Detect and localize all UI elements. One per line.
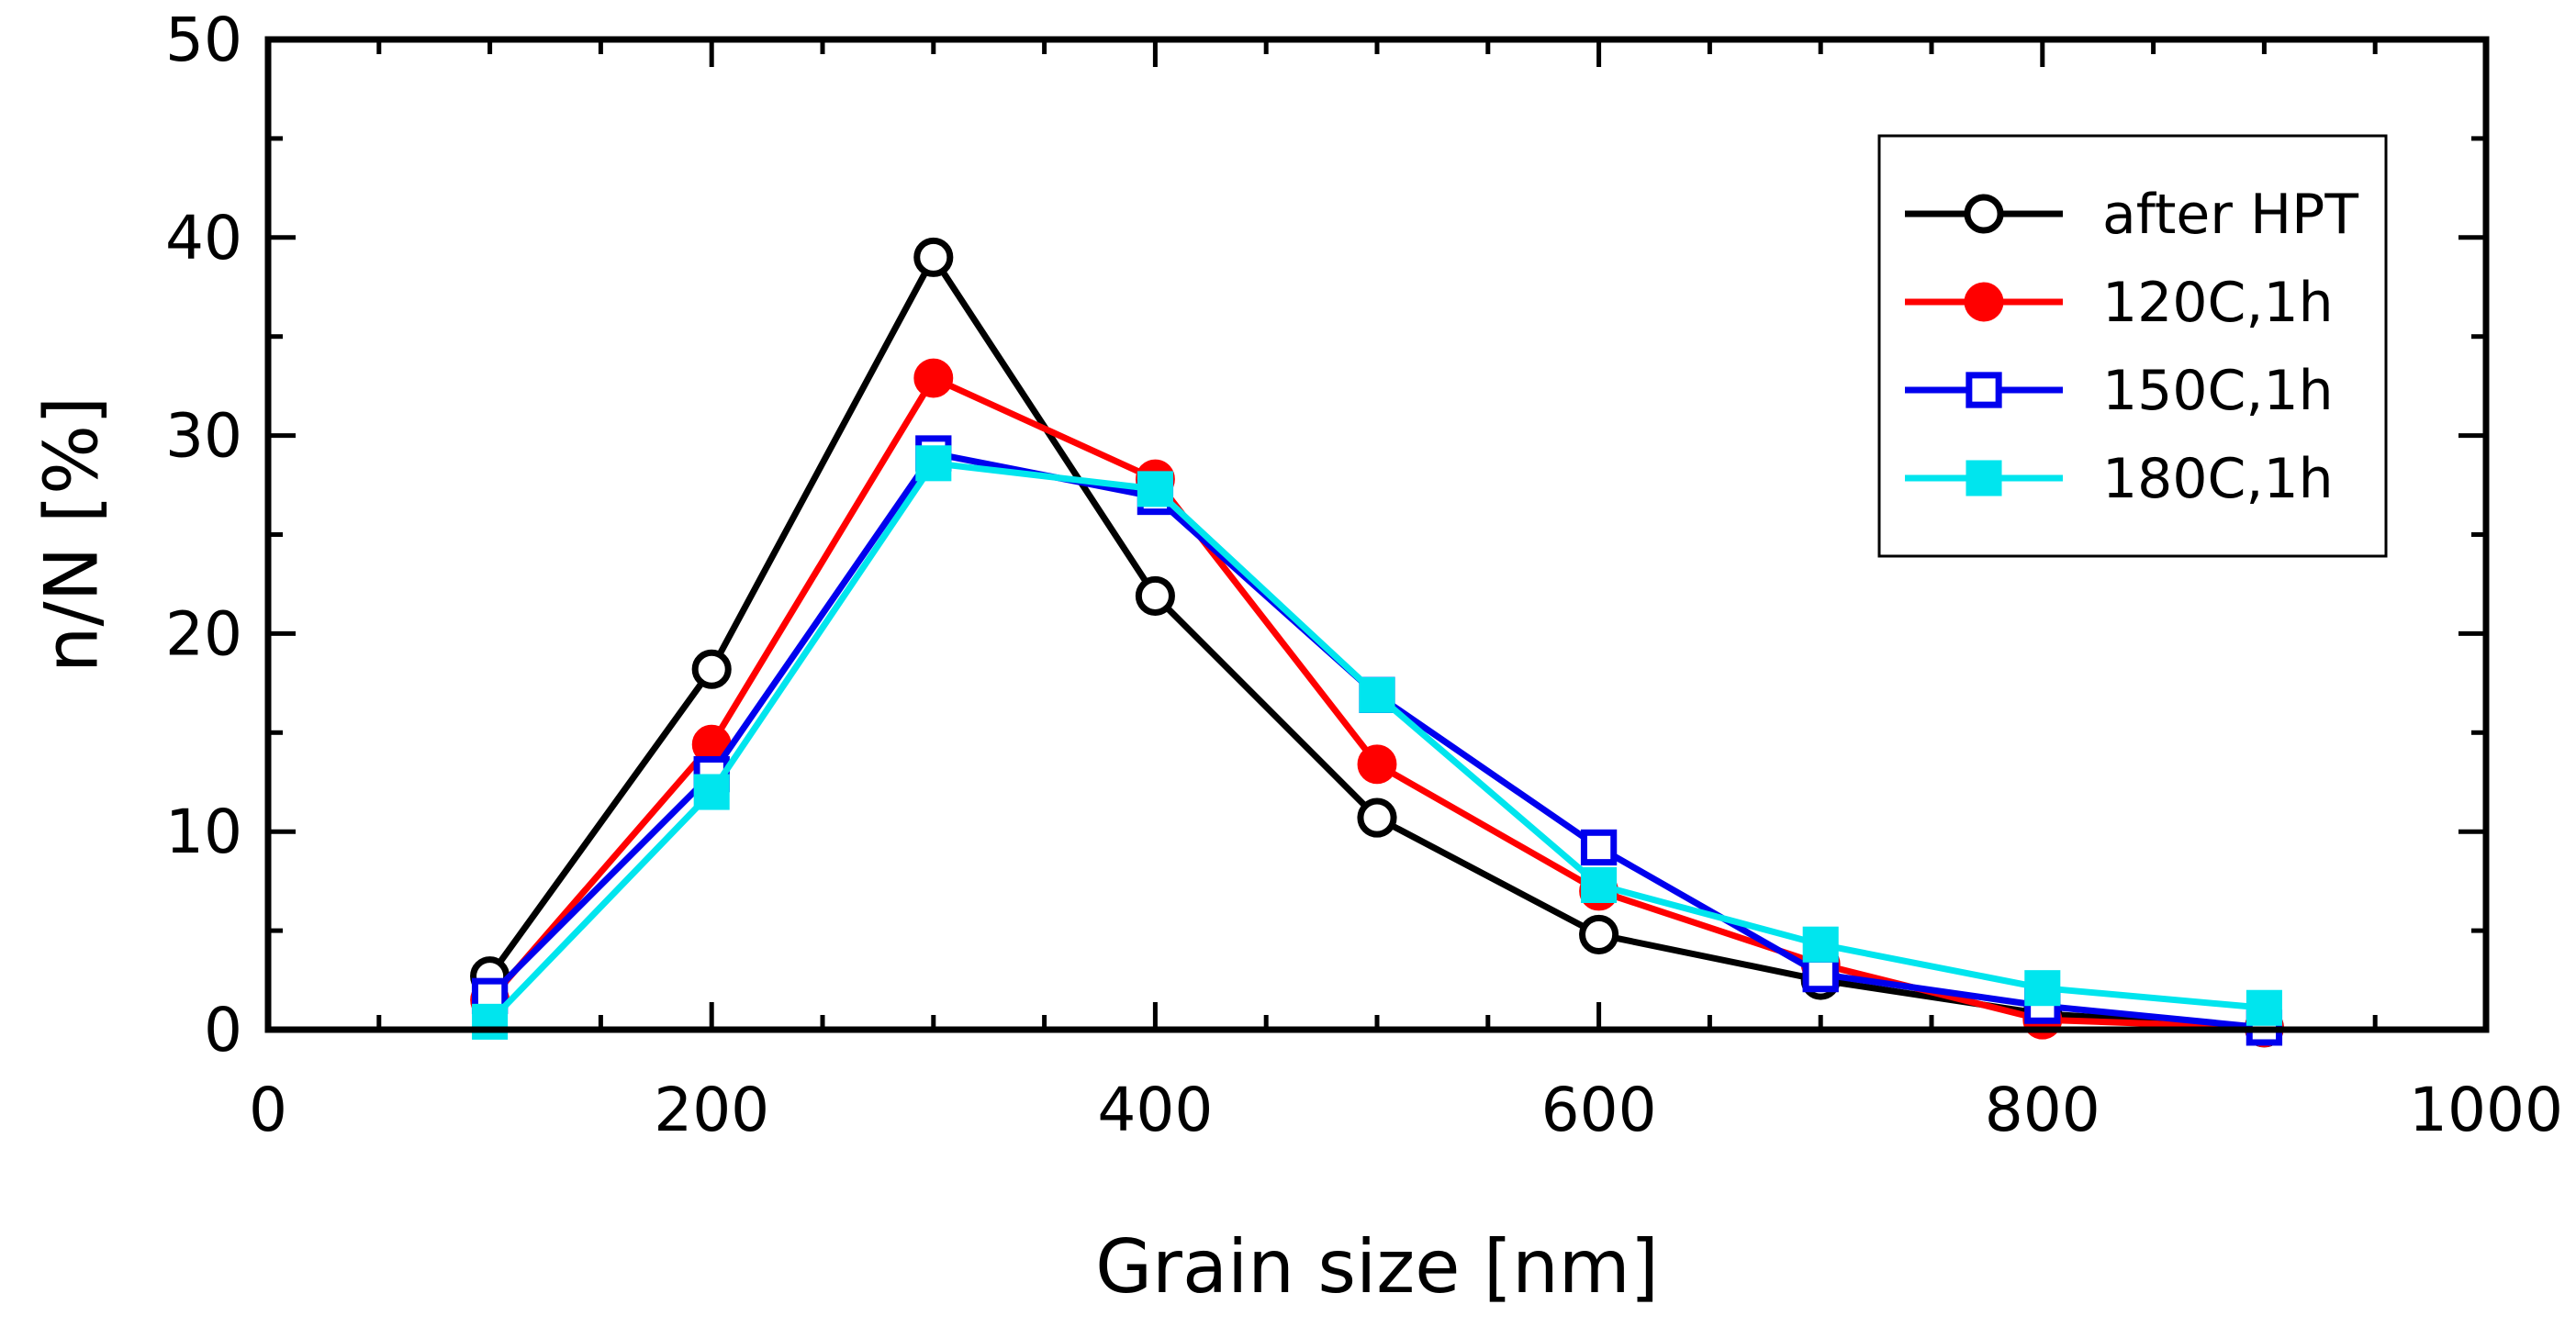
data-point-150c-1h: [1580, 829, 1618, 866]
legend-marker-after-hpt: [1964, 194, 2004, 234]
data-point-180c-1h: [1802, 926, 1839, 963]
x-tick-label: 600: [1541, 1075, 1657, 1145]
legend-label-150c-1h: 150C,1h: [2102, 359, 2334, 423]
data-point-after-hpt: [913, 237, 954, 277]
series-180c-1h: [472, 445, 2282, 1040]
data-point-180c-1h: [2246, 989, 2282, 1026]
y-tick-label: 0: [204, 995, 242, 1065]
data-point-180c-1h: [1137, 471, 1173, 507]
x-tick-label: 800: [1985, 1075, 2100, 1145]
x-tick-label: 1000: [2409, 1075, 2563, 1145]
legend-label-120c-1h: 120C,1h: [2102, 271, 2334, 335]
data-point-180c-1h: [1581, 866, 1618, 903]
y-axis-title: n/N [%]: [29, 396, 115, 673]
labels-layer: Grain size [nm] n/N [%] 0 200 400 600 800 100…: [29, 5, 2563, 1310]
y-tick-label: 10: [165, 797, 242, 867]
legend-box: [1877, 134, 2388, 558]
y-tick-label: 50: [165, 5, 242, 75]
data-point-120c-1h: [913, 358, 954, 398]
y-tick-label: 20: [165, 598, 242, 669]
legend-marker-120c-1h: [1964, 282, 2004, 322]
data-point-after-hpt: [691, 649, 732, 689]
data-point-180c-1h: [472, 1003, 509, 1040]
data-point-after-hpt: [1357, 797, 1397, 838]
data-point-180c-1h: [2024, 970, 2061, 1007]
y-tick-label: 30: [165, 401, 242, 472]
frame-layer: [264, 36, 2490, 1033]
data-point-after-hpt: [1579, 914, 1619, 954]
legend: after HPT 120C,1h 150C,1h 180C,1h: [1877, 134, 2388, 558]
x-tick-label: 0: [249, 1075, 287, 1145]
x-axis-title: Grain size [nm]: [1095, 1224, 1659, 1310]
legend-label-180c-1h: 180C,1h: [2102, 447, 2334, 511]
series-layer: [470, 237, 2284, 1048]
data-point-180c-1h: [1359, 676, 1395, 713]
legend-label-after-hpt: after HPT: [2102, 183, 2358, 247]
data-point-120c-1h: [1357, 744, 1397, 785]
data-point-150c-1h: [1802, 955, 1839, 993]
x-tick-label: 200: [654, 1075, 769, 1145]
data-point-after-hpt: [1135, 575, 1175, 616]
x-tick-label: 400: [1097, 1075, 1213, 1145]
data-point-180c-1h: [915, 445, 952, 482]
y-tick-label: 40: [165, 203, 242, 273]
legend-marker-180c-1h: [1966, 460, 2002, 496]
plot-frame: [264, 36, 2490, 1033]
data-point-180c-1h: [693, 774, 730, 810]
legend-marker-150c-1h: [1966, 372, 2002, 408]
